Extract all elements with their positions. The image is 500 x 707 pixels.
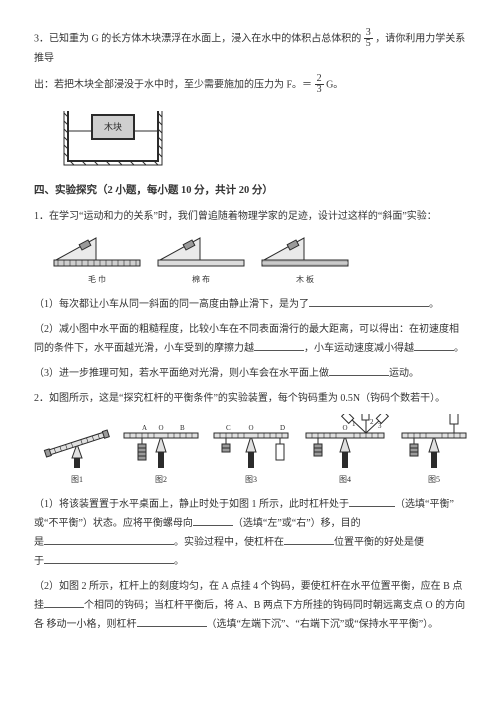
incline-svg-2 (156, 232, 246, 270)
s4q2-p1c: 或“不平衡”）状态。应将平衡螺母向 (34, 518, 193, 529)
s4q1-p1: （1）每次都让小车从同一斜面的同一高度由静止滑下，是为了 。 (34, 295, 466, 314)
s4q1-p1a: （1）每次都让小车从同一斜面的同一高度由静止滑下，是为了 (34, 299, 309, 310)
s4q2-p1d: （选填“左”或“右”）移，目的 (233, 518, 361, 529)
s4q2-p2e: （选填“左端下沉”、“右端下沉”或“保持水平平衡”）。 (207, 619, 439, 630)
lever-fig-3: C O D 图3 (210, 414, 292, 487)
blank[interactable] (44, 535, 174, 545)
s4q2-p2b: 挂 (34, 600, 44, 611)
lever-cap-2: 图2 (120, 472, 202, 487)
blank[interactable] (137, 617, 207, 627)
blank[interactable] (254, 341, 304, 351)
s4q2-figures: 图1 A O B 图2 (42, 414, 466, 487)
blank[interactable] (44, 554, 174, 564)
svg-text:C: C (226, 424, 231, 432)
s4q2-p1i: 。 (174, 556, 184, 567)
svg-text:1: 1 (352, 420, 356, 428)
page: 3．已知重为 G 的长方体木块漂浮在水面上，浸入在水中的体积占总体积的 3 5 … (0, 0, 500, 707)
q3-text-2b: G。 (326, 80, 343, 91)
s4q2-p1h: 于 (34, 556, 44, 567)
s4q1-figures: 毛 巾 棉 布 木 板 (52, 232, 466, 287)
q3-text-2a: 出：若把木块全部浸没于水中时，至少需要施加的压力为 F。＝ (34, 80, 312, 91)
s4q2-p1e: 是 (34, 537, 44, 548)
wood-label-svg: 木块 (104, 121, 122, 132)
q3-text-1a: 3．已知重为 G 的长方体木块漂浮在水面上，浸入在水中的体积占总体积的 (34, 34, 361, 45)
s4q2-p1f: 。实验过程中，使杠杆在 (174, 537, 284, 548)
lever-fig-5: 图5 (398, 414, 470, 487)
lever-cap-1: 图1 (42, 472, 112, 487)
s4q2-p1: （1）将该装置置于水平桌面上，静止时处于如图 1 所示，此时杠杆处于 （选填“平衡… (34, 495, 466, 571)
s4q1-p2d: 。 (454, 343, 464, 354)
s4q1-stem: 1．在学习“运动和力的关系”时，我们曾追随着物理学家的足迹，设计过这样的“斜面”… (34, 207, 466, 226)
lever-cap-3: 图3 (210, 472, 292, 487)
lever-svg-1 (42, 414, 112, 470)
blank[interactable] (309, 297, 429, 307)
incline-cap-2: 棉 布 (156, 272, 246, 287)
svg-text:3: 3 (378, 422, 382, 430)
s4q1-p2a: （2）减小图中水平面的粗糙程度，比较小车在不同表面滑行的最大距离，可以得出：在初… (34, 324, 459, 335)
lever-fig-4: O 1 2 3 图4 (300, 414, 390, 487)
s4q1-p3: （3）进一步推理可知，若水平面绝对光滑，则小车会在水平面上做 运动。 (34, 364, 466, 383)
svg-text:O: O (342, 424, 347, 432)
s4q2-stem: 2．如图所示，这是“探究杠杆的平衡条件”的实验装置，每个钩码重为 0.5N（钩码… (34, 389, 466, 408)
blank[interactable] (193, 516, 233, 526)
incline-svg-3 (260, 232, 350, 270)
incline-fig-1: 毛 巾 (52, 232, 142, 287)
blank[interactable] (284, 535, 334, 545)
s4q1-p3b: 运动。 (389, 368, 419, 379)
s4q2-p1a: （1）将该装置置于水平桌面上，静止时处于如图 1 所示，此时杠杆处于 (34, 499, 349, 510)
wood-float-svg: 木块 (58, 101, 168, 171)
svg-text:2: 2 (370, 418, 374, 426)
q3-frac2: 2 3 (315, 74, 324, 95)
q3-frac1: 3 5 (364, 28, 373, 49)
lever-svg-3: C O D (210, 414, 292, 470)
s4q2-p2: （2）如图 2 所示，杠杆上的刻度均匀，在 A 点挂 4 个钩码，要使杠杆在水平… (34, 577, 466, 634)
s4q1-p2b: 同的条件下，水平面越光滑，小车受到的摩擦力越 (34, 343, 254, 354)
q3-line1: 3．已知重为 G 的长方体木块漂浮在水面上，浸入在水中的体积占总体积的 3 5 … (34, 28, 466, 68)
lever-cap-4: 图4 (300, 472, 390, 487)
s4q1-p2c: ，小车运动速度减小得越 (304, 343, 414, 354)
incline-fig-3: 木 板 (260, 232, 350, 287)
lever-fig-1: 图1 (42, 414, 112, 487)
s4q2-p2a: （2）如图 2 所示，杠杆上的刻度均匀，在 A 点挂 4 个钩码，要使杠杆在水平… (34, 581, 462, 592)
blank[interactable] (414, 341, 454, 351)
q3-line2: 出：若把木块全部浸没于水中时，至少需要施加的压力为 F。＝ 2 3 G。 (34, 74, 466, 95)
s4q2-p1b: （选填“平衡” (395, 499, 454, 510)
svg-text:O: O (248, 424, 253, 432)
svg-text:D: D (280, 424, 285, 432)
blank[interactable] (349, 497, 395, 507)
lever-cap-5: 图5 (398, 472, 470, 487)
blank[interactable] (329, 366, 389, 376)
svg-text:O: O (158, 424, 163, 432)
svg-text:A: A (142, 424, 147, 432)
s4q2-p2d: 移动一小格，则杠杆 (47, 619, 137, 630)
incline-fig-2: 棉 布 (156, 232, 246, 287)
blank[interactable] (44, 598, 84, 608)
incline-cap-1: 毛 巾 (52, 272, 142, 287)
q3-figure: 木块 (58, 101, 466, 171)
lever-fig-2: A O B 图2 (120, 414, 202, 487)
lever-svg-5 (398, 414, 470, 470)
svg-text:B: B (180, 424, 185, 432)
s4q1-p1b: 。 (429, 299, 439, 310)
s4q2-p1g: 位置平衡的好处是便 (334, 537, 424, 548)
lever-svg-2: A O B (120, 414, 202, 470)
section4-title: 四、实验探究（2 小题，每小题 10 分，共计 20 分） (34, 181, 466, 201)
lever-svg-4: O 1 2 3 (300, 414, 390, 470)
incline-svg-1 (52, 232, 142, 270)
incline-cap-3: 木 板 (260, 272, 350, 287)
s4q1-p3a: （3）进一步推理可知，若水平面绝对光滑，则小车会在水平面上做 (34, 368, 329, 379)
s4q1-p2: （2）减小图中水平面的粗糙程度，比较小车在不同表面滑行的最大距离，可以得出：在初… (34, 320, 466, 358)
